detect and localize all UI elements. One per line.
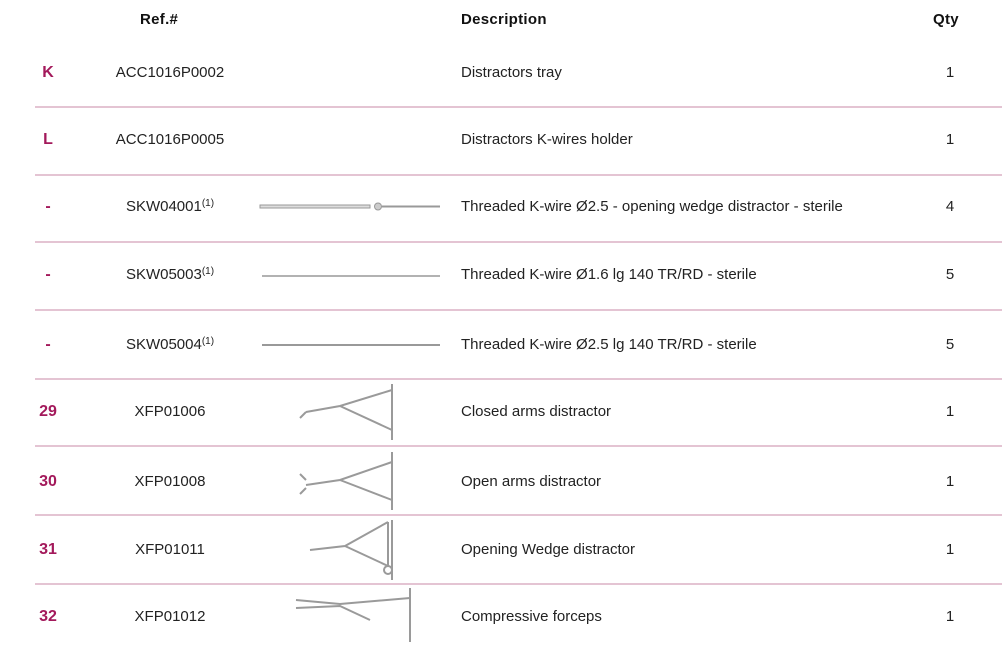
ref-code: XFP01011 [135,541,205,558]
ref-number: XFP01006 [135,402,206,422]
ref-note: (1) [201,266,215,277]
ref-number: XFP01008 [135,472,206,492]
ref-number: SKW04001(1) [126,197,214,217]
ref-number: ACC1016P0005 [116,130,224,150]
description: Open arms distractor [461,473,602,490]
description: Closed arms distractor [461,403,612,420]
description: Compressive forceps [461,608,602,625]
qty-header: Qty [933,11,959,28]
description: Distractors tray [461,64,562,81]
quantity: 1 [945,608,955,625]
description: Threaded K-wire Ø2.5 - opening wedge dis… [461,198,843,215]
ref-code: XFP01006 [134,403,206,420]
ref-number: XFP01011 [135,540,205,560]
description: Threaded K-wire Ø1.6 lg 140 TR/RD - ster… [461,266,757,283]
row-key: 29 [39,403,57,420]
row-key: - [45,198,51,215]
description: Threaded K-wire Ø2.5 lg 140 TR/RD - ster… [461,336,757,353]
ref-code: XFP01008 [134,473,206,490]
ref-header: Ref.# [140,11,179,28]
quantity: 5 [945,336,955,353]
ref-code: SKW05003 [125,266,202,283]
ref-code: ACC1016P0005 [115,131,225,148]
ref-number: ACC1016P0002 [116,63,224,83]
ref-code: ACC1016P0002 [115,64,225,81]
quantity: 1 [945,64,955,81]
row-key: 32 [39,608,57,625]
ref-number: XFP01012 [135,607,206,627]
quantity: 1 [945,473,955,490]
row-key: - [45,266,51,283]
row-key: K [42,64,54,81]
ref-code: SKW05004 [125,336,202,353]
ref-note: (1) [201,198,215,209]
ref-code: XFP01012 [134,608,206,625]
ref-number: SKW05003(1) [126,265,214,285]
quantity: 1 [945,403,955,420]
quantity: 5 [945,266,955,283]
description: Opening Wedge distractor [461,541,635,558]
description-header: Description [461,11,547,28]
instrument-images [295,384,411,642]
separators [35,106,1002,585]
row-key: 30 [39,473,57,490]
quantity: 1 [945,541,955,558]
ref-code: SKW04001 [125,198,202,215]
description: Distractors K-wires holder [461,131,633,148]
ref-number: SKW05004(1) [126,335,214,355]
quantity: 1 [945,131,955,148]
kwire-images [259,202,440,346]
row-key: - [45,336,51,353]
ref-note: (1) [201,336,215,347]
quantity: 4 [945,198,955,215]
row-key: 31 [39,541,57,558]
row-key: L [43,131,53,148]
